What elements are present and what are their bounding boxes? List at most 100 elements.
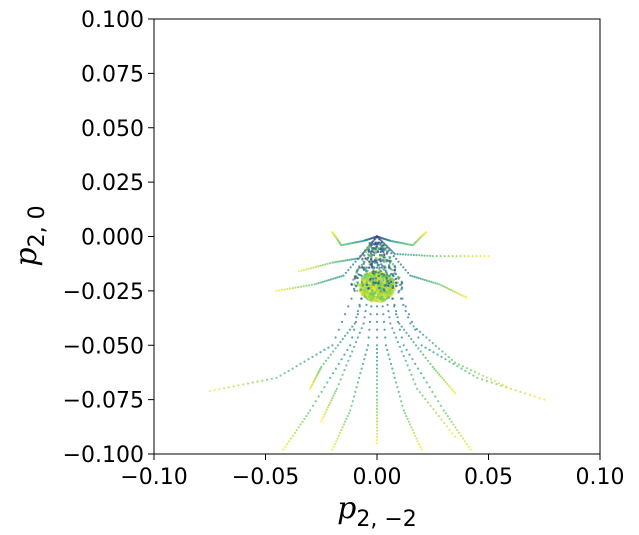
- data-point: [428, 386, 431, 389]
- data-point: [395, 284, 398, 287]
- data-point: [305, 284, 308, 287]
- data-point: [380, 263, 383, 266]
- data-point: [365, 348, 368, 351]
- data-point: [392, 372, 395, 375]
- data-point: [411, 429, 414, 432]
- data-point: [447, 255, 450, 258]
- data-point: [390, 252, 393, 255]
- data-point: [424, 356, 427, 359]
- data-point: [426, 401, 430, 404]
- data-point: [382, 288, 385, 291]
- data-point: [363, 254, 366, 257]
- data-point: [317, 265, 320, 268]
- data-point: [331, 372, 335, 375]
- data-point: [375, 328, 379, 331]
- data-point: [490, 381, 493, 384]
- data-point: [334, 390, 337, 393]
- data-point: [375, 423, 379, 426]
- data-point: [519, 390, 522, 393]
- data-point: [375, 417, 379, 420]
- data-point: [380, 254, 383, 257]
- data-point: [467, 255, 470, 258]
- data-point: [223, 387, 226, 390]
- data-point: [393, 252, 396, 255]
- data-point: [344, 271, 347, 274]
- data-point: [457, 292, 460, 295]
- data-point: [391, 285, 395, 288]
- data-point: [388, 291, 392, 295]
- data-point: [389, 288, 392, 291]
- data-point: [431, 390, 434, 393]
- data-point: [305, 268, 308, 271]
- data-point: [340, 358, 343, 361]
- data-point: [483, 255, 486, 258]
- data-point: [375, 379, 379, 382]
- data-point: [295, 429, 298, 432]
- data-point: [342, 259, 345, 262]
- data-point: [378, 268, 381, 271]
- data-point: [342, 423, 345, 426]
- data-point: [425, 336, 428, 339]
- data-point: [360, 297, 363, 300]
- data-point: [343, 369, 346, 372]
- data-point: [441, 377, 444, 380]
- data-point: [487, 255, 490, 258]
- data-point: [361, 257, 364, 261]
- data-point: [348, 258, 351, 261]
- points-layer: [208, 231, 546, 451]
- data-point: [395, 310, 398, 313]
- data-point: [375, 390, 379, 393]
- data-point: [335, 440, 338, 443]
- data-point: [452, 390, 455, 393]
- data-point: [412, 325, 415, 328]
- data-point: [337, 328, 340, 331]
- data-point: [375, 414, 379, 417]
- data-point: [457, 363, 461, 366]
- data-point: [281, 288, 284, 291]
- data-point: [320, 420, 323, 423]
- data-point: [384, 269, 387, 272]
- data-point: [303, 417, 306, 420]
- data-point: [329, 353, 332, 356]
- data-point: [376, 290, 380, 294]
- data-point: [419, 277, 422, 280]
- data-point: [326, 406, 329, 409]
- data-point: [436, 371, 439, 374]
- data-point: [297, 426, 300, 429]
- data-point: [452, 423, 455, 426]
- data-point: [366, 256, 370, 259]
- data-point: [447, 356, 450, 359]
- data-point: [340, 275, 343, 278]
- data-point: [485, 379, 488, 383]
- data-point: [378, 238, 381, 241]
- data-point: [308, 284, 311, 287]
- data-point: [418, 443, 421, 446]
- data-point: [369, 292, 373, 296]
- data-point: [420, 254, 423, 257]
- data-point: [373, 254, 376, 257]
- data-point: [447, 287, 451, 291]
- data-point: [286, 287, 289, 291]
- data-point: [359, 255, 362, 258]
- data-point: [400, 400, 403, 403]
- data-point: [407, 271, 410, 274]
- data-point: [344, 259, 347, 262]
- data-point: [401, 404, 404, 407]
- data-point: [440, 355, 443, 358]
- data-point: [375, 420, 379, 423]
- data-point: [378, 293, 382, 297]
- data-point: [444, 353, 447, 356]
- data-point: [395, 336, 398, 339]
- data-point: [372, 247, 376, 250]
- data-point: [374, 281, 377, 285]
- data-point: [375, 442, 379, 445]
- data-point: [275, 289, 278, 292]
- data-point: [326, 262, 329, 265]
- data-point: [435, 411, 438, 414]
- data-point: [375, 401, 379, 404]
- data-point: [417, 277, 420, 280]
- data-point: [322, 415, 325, 418]
- data-point: [295, 365, 298, 368]
- data-point: [405, 331, 408, 334]
- data-point: [282, 448, 285, 451]
